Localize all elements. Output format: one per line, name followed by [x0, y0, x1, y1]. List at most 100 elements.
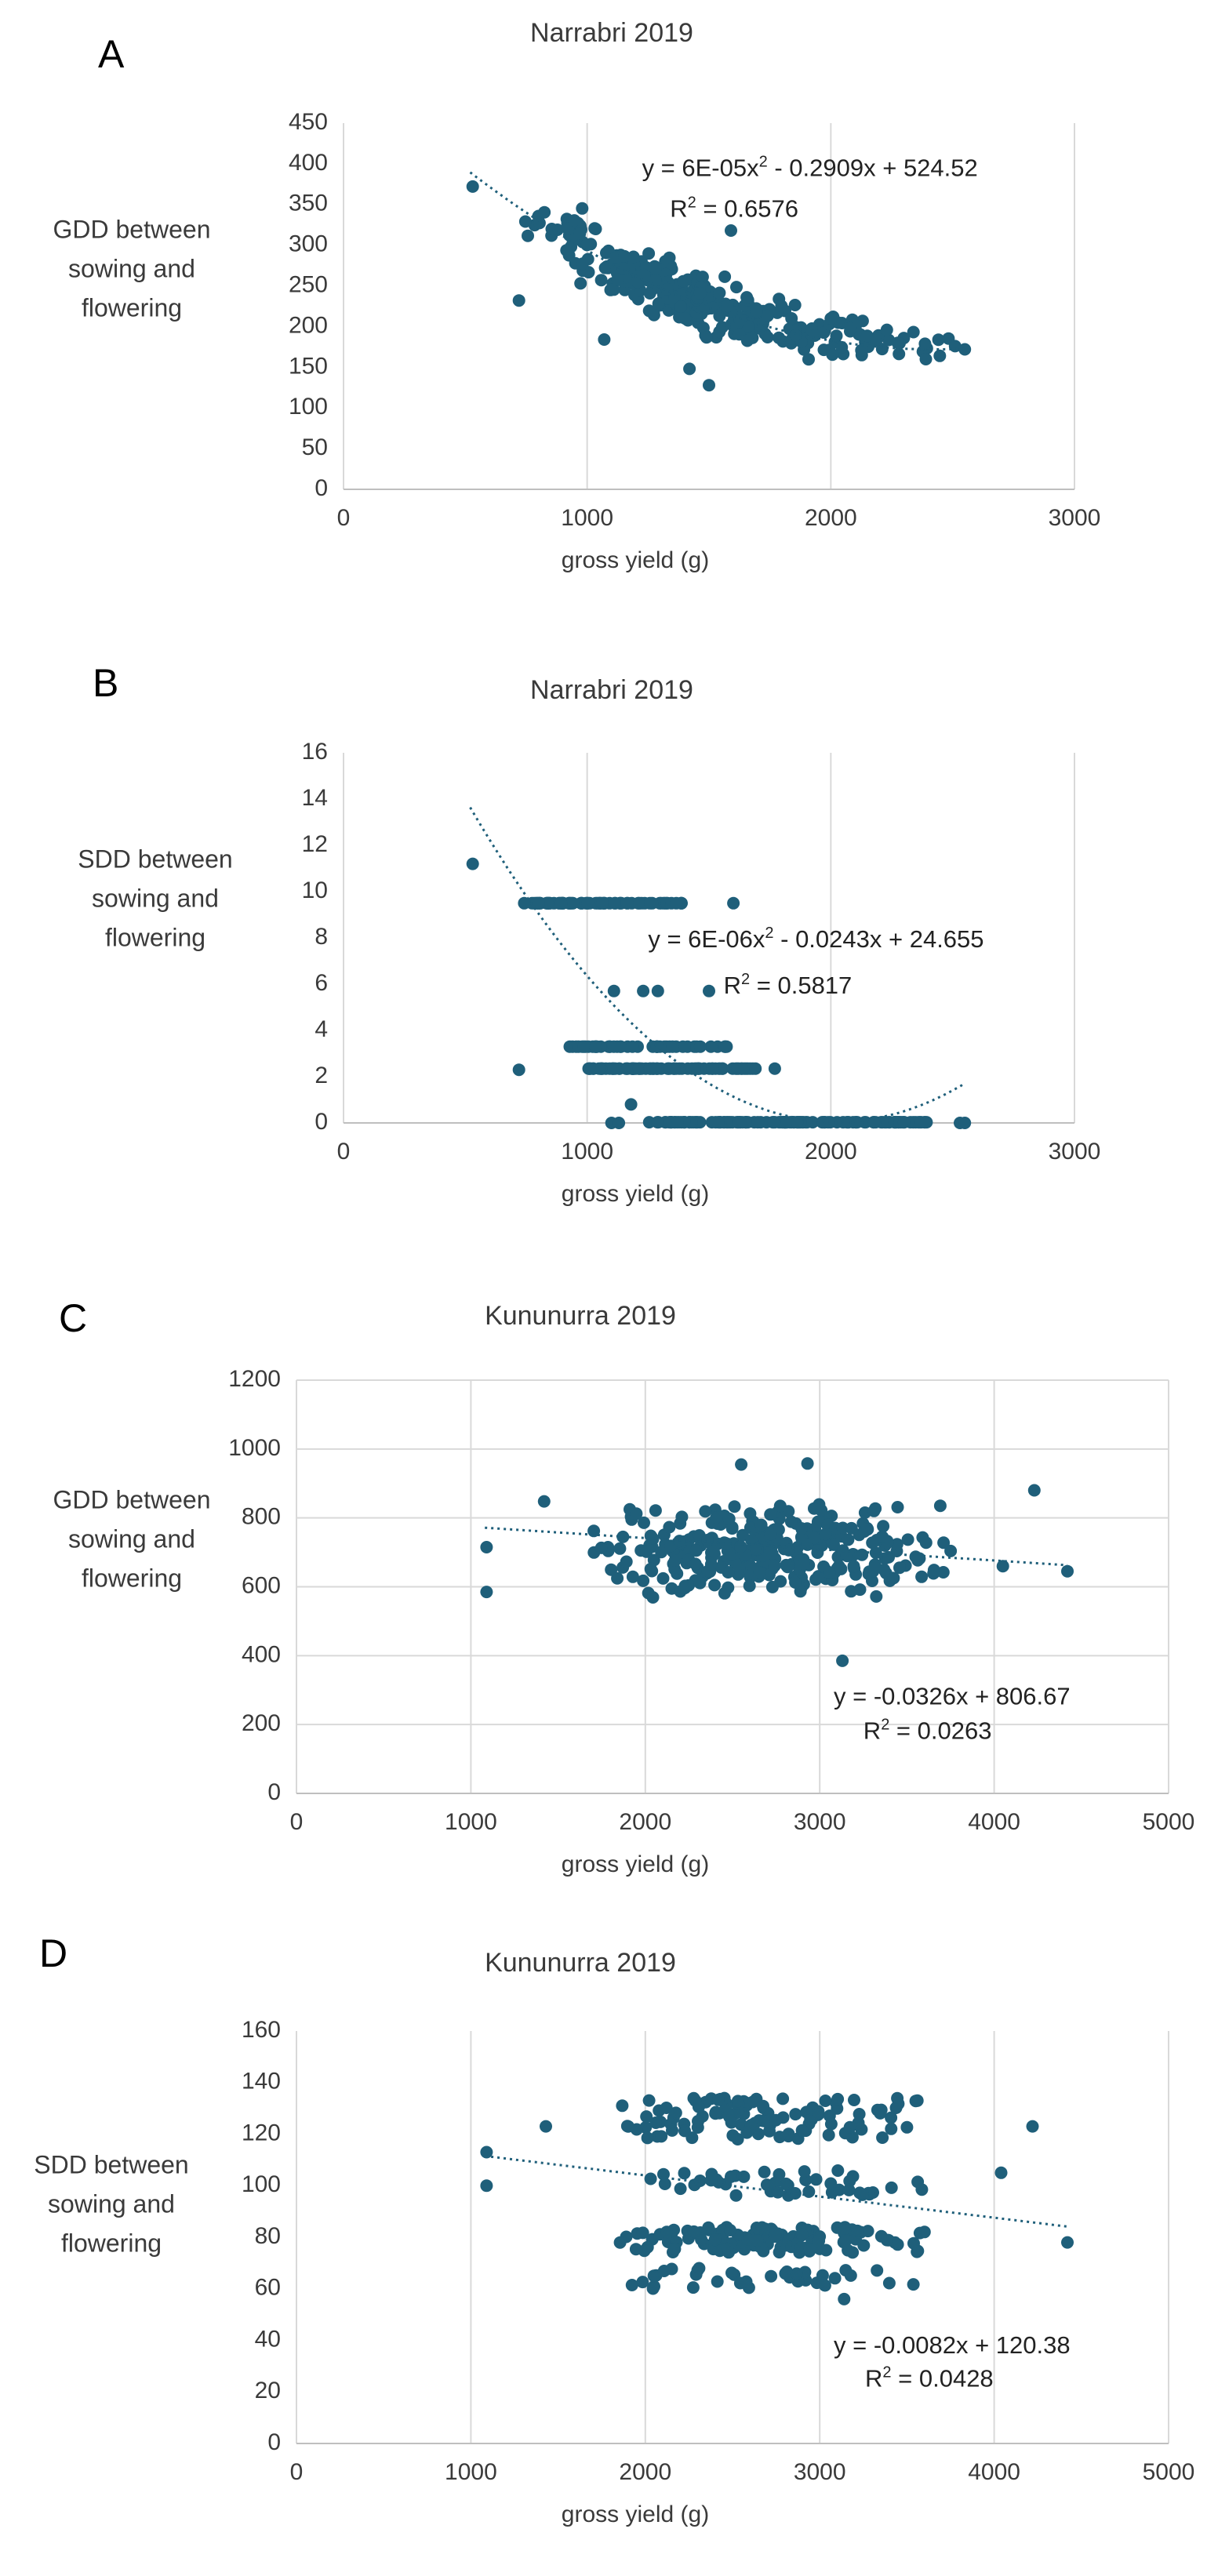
y-axis-label: flowering	[82, 293, 182, 322]
data-point	[765, 2269, 778, 2283]
data-point	[638, 1516, 650, 1529]
data-point	[626, 1570, 639, 1583]
data-point	[607, 1040, 620, 1053]
y-tick-label: 14	[302, 785, 328, 811]
data-point	[722, 1512, 736, 1525]
data-point	[728, 1500, 741, 1513]
y-tick-label: 80	[255, 2223, 281, 2249]
data-point	[579, 1040, 592, 1053]
data-point	[643, 287, 656, 300]
data-point	[1061, 1564, 1074, 1578]
data-point	[900, 2120, 914, 2134]
data-point	[678, 312, 692, 325]
data-point	[907, 2278, 920, 2291]
data-point	[594, 1541, 608, 1554]
data-point	[646, 2282, 660, 2295]
data-point	[784, 1515, 798, 1528]
data-point	[780, 1116, 794, 1129]
data-point	[736, 1062, 749, 1075]
data-point	[636, 2276, 649, 2289]
data-point	[731, 2095, 744, 2108]
data-point	[853, 2186, 867, 2200]
data-point	[693, 1576, 707, 1590]
data-point	[757, 2099, 769, 2113]
data-point	[877, 1520, 890, 1533]
data-point	[704, 1040, 718, 1053]
y-tick-label: 200	[289, 312, 328, 338]
data-point	[887, 1571, 900, 1585]
data-point	[627, 250, 640, 263]
data-point	[693, 2262, 706, 2275]
data-point	[651, 984, 664, 997]
data-point	[613, 1542, 627, 1555]
data-point	[598, 333, 611, 346]
data-point	[687, 2225, 700, 2238]
data-point	[692, 2100, 705, 2113]
data-point	[915, 2183, 929, 2196]
data-point	[538, 205, 551, 219]
trendline	[469, 806, 965, 1124]
data-point	[919, 353, 933, 365]
data-point	[891, 2091, 904, 2105]
data-point	[532, 896, 545, 910]
y-tick-label: 140	[242, 2069, 281, 2095]
data-point	[745, 1533, 758, 1546]
scatter-points	[466, 180, 972, 392]
y-tick-label: 350	[289, 191, 328, 216]
trend-equation: y = 6E-06x2 - 0.0243x + 24.655	[648, 925, 983, 953]
data-point	[618, 249, 631, 263]
data-point	[839, 2234, 852, 2247]
data-point	[616, 262, 630, 275]
data-point	[660, 2225, 674, 2239]
data-point	[644, 2172, 657, 2185]
y-axis-label: sowing and	[68, 1524, 195, 1553]
x-tick-label: 4000	[968, 2459, 1020, 2485]
data-point	[703, 984, 715, 997]
data-point	[650, 1040, 664, 1053]
data-point	[808, 1531, 821, 1545]
data-point	[692, 2115, 704, 2127]
data-point	[915, 1570, 929, 1583]
y-tick-label: 0	[314, 1109, 328, 1135]
data-point	[782, 1543, 795, 1557]
data-point	[652, 297, 665, 311]
data-point	[708, 1579, 722, 1592]
data-point	[683, 362, 696, 376]
data-point	[795, 2124, 809, 2137]
data-point	[847, 1560, 860, 1573]
y-tick-label: 400	[242, 1641, 281, 1667]
data-point	[843, 2175, 856, 2188]
data-point	[645, 1531, 659, 1545]
data-point	[878, 1116, 892, 1129]
data-point	[560, 244, 573, 257]
data-point	[869, 1546, 882, 1560]
data-point	[581, 896, 594, 910]
x-tick-label: 3000	[794, 2459, 846, 2485]
x-tick-label: 0	[337, 1139, 351, 1164]
data-point	[803, 2244, 816, 2257]
scatter-points	[480, 1457, 1074, 1667]
data-point	[480, 1541, 493, 1553]
panel-b: B Narrabri 2019 0 2 4 6 8 10 12 14 16 0 1000 2000 3000…	[78, 661, 1100, 1207]
data-point	[838, 2292, 851, 2305]
data-point	[827, 1538, 840, 1551]
data-point	[776, 2092, 790, 2105]
data-point	[789, 329, 802, 342]
y-axis-label: flowering	[61, 2229, 162, 2257]
y-tick-label: 0	[267, 2429, 281, 2455]
data-point	[678, 2167, 691, 2180]
data-point	[870, 1590, 883, 1603]
data-point	[834, 1562, 848, 1575]
data-point	[798, 1557, 810, 1571]
data-point	[861, 1523, 874, 1536]
x-tick-label: 5000	[1143, 1809, 1195, 1835]
data-point	[671, 1116, 684, 1129]
data-point	[734, 1540, 747, 1553]
data-point	[871, 2264, 884, 2277]
data-point	[948, 340, 962, 353]
data-point	[693, 1040, 707, 1053]
data-point	[749, 1062, 762, 1075]
data-point	[751, 2127, 765, 2141]
y-tick-label: 0	[314, 475, 328, 501]
data-point	[719, 1536, 733, 1550]
